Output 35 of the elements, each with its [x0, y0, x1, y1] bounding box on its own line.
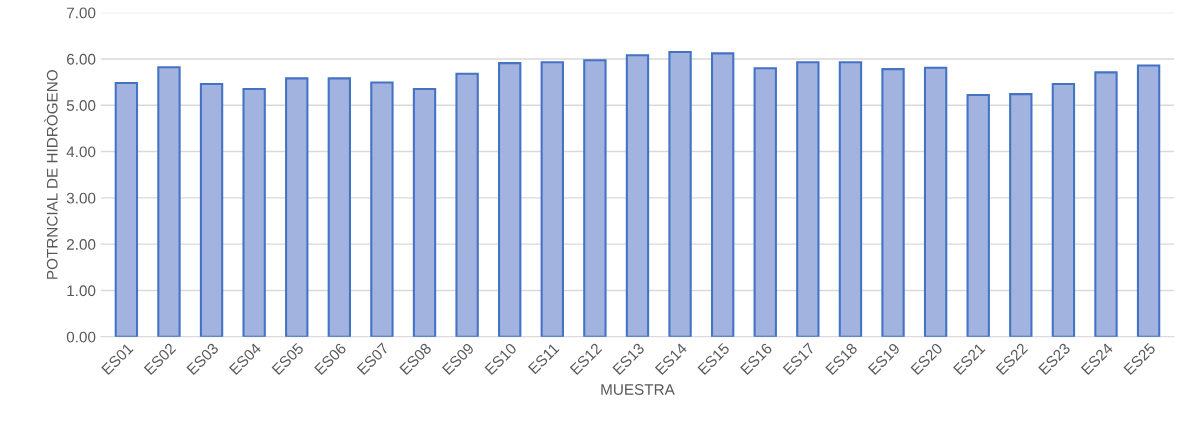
x-axis-title: MUESTRA [601, 384, 675, 395]
y-tick-label: 4.00 [66, 146, 96, 158]
y-tick-label: 1.00 [67, 285, 96, 297]
bar [881, 68, 905, 337]
bar [157, 66, 181, 337]
y-axis-title: POTRNCIAL DE HIDRÒGENO [44, 70, 58, 279]
bar [114, 81, 139, 337]
bar [498, 62, 522, 337]
bar [540, 61, 564, 337]
y-tick-label: 5.00 [66, 100, 96, 111]
bar [285, 77, 309, 337]
bar [1094, 71, 1118, 337]
bar [838, 61, 863, 337]
bar [625, 54, 650, 337]
bar [1051, 82, 1076, 337]
y-tick-label: 0.00 [66, 331, 96, 343]
bar [370, 81, 394, 337]
bar [583, 59, 607, 337]
bar [242, 88, 266, 337]
bar [668, 50, 692, 337]
bar [753, 67, 777, 337]
bar [1009, 93, 1033, 337]
bar [455, 72, 479, 337]
y-tick-label: 3.00 [66, 192, 96, 204]
bar [412, 88, 437, 337]
y-tick-label: 7.00 [67, 7, 96, 19]
bar [710, 52, 735, 337]
bar [966, 94, 990, 337]
bar [199, 82, 224, 337]
bar [327, 77, 352, 337]
bar [923, 66, 948, 337]
bar [1136, 64, 1161, 337]
y-tick-label: 6.00 [66, 53, 96, 65]
bar [796, 61, 820, 337]
y-tick-label: 2.00 [66, 239, 96, 250]
